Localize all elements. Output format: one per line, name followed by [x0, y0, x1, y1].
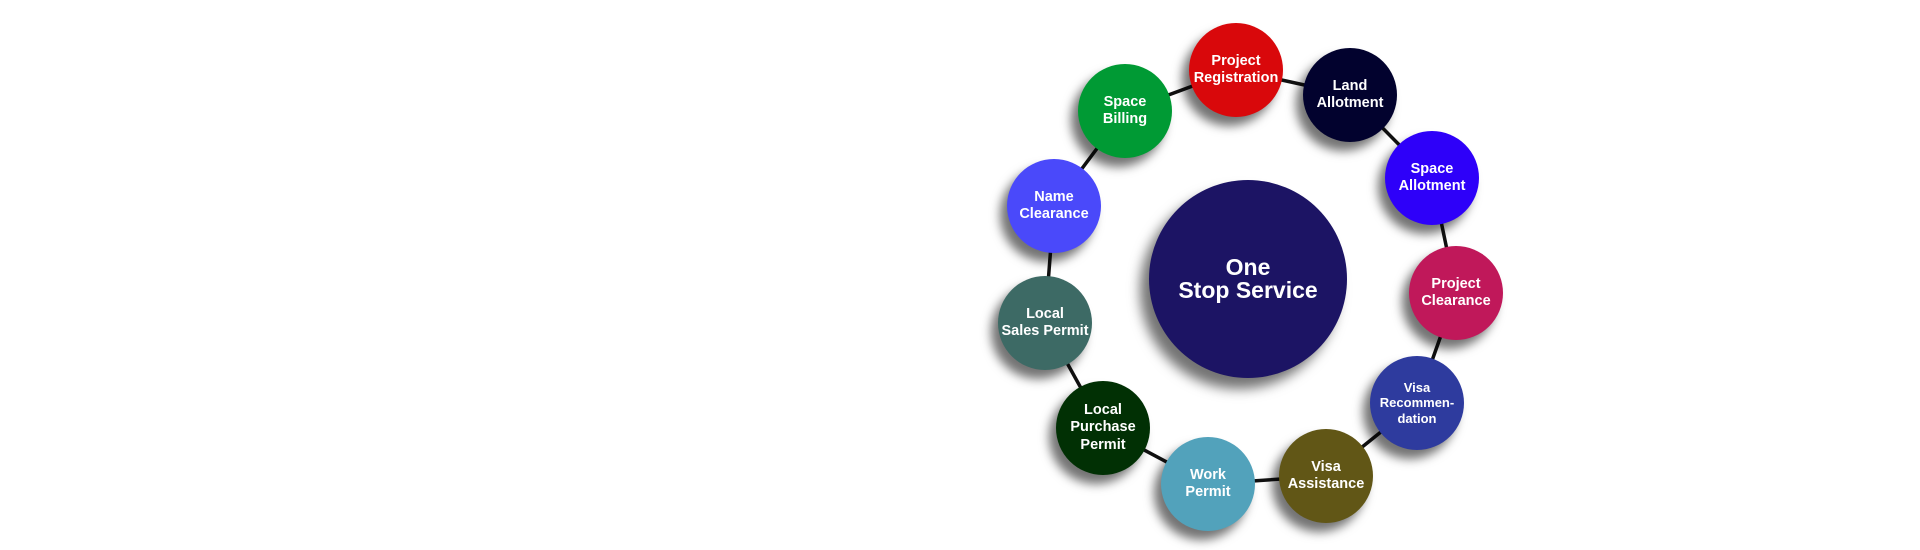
service-node-space-billing: Space Billing	[1078, 64, 1172, 158]
service-node-project-registration: Project Registration	[1189, 23, 1283, 117]
center-label: One Stop Service	[1178, 254, 1318, 303]
service-node-visa-assistance: Visa Assistance	[1279, 429, 1373, 523]
service-node-project-clearance: Project Clearance	[1409, 246, 1503, 340]
service-label: Land Allotment	[1316, 77, 1384, 111]
service-label: Name Clearance	[1019, 188, 1089, 222]
service-node-local-sales-permit: Local Sales Permit	[998, 276, 1092, 370]
service-node-visa-recommendation: Visa Recommen- dation	[1370, 356, 1464, 450]
service-label: Project Registration	[1193, 52, 1279, 86]
service-node-land-allotment: Land Allotment	[1303, 48, 1397, 142]
service-node-local-purchase-permit: Local Purchase Permit	[1056, 381, 1150, 475]
service-label: Visa Recommen- dation	[1379, 379, 1455, 426]
service-node-space-allotment: Space Allotment	[1385, 131, 1479, 225]
service-label: Space Allotment	[1398, 160, 1466, 194]
service-node-name-clearance: Name Clearance	[1007, 159, 1101, 253]
service-node-work-permit: Work Permit	[1161, 437, 1255, 531]
service-label: Local Purchase Permit	[1070, 401, 1136, 453]
service-label: Visa Assistance	[1287, 458, 1365, 492]
center-node-one-stop-service: One Stop Service	[1149, 180, 1347, 378]
service-label: Project Clearance	[1421, 275, 1491, 309]
service-label: Local Sales Permit	[1001, 305, 1089, 339]
service-label: Space Billing	[1102, 93, 1148, 127]
service-label: Work Permit	[1185, 466, 1231, 500]
